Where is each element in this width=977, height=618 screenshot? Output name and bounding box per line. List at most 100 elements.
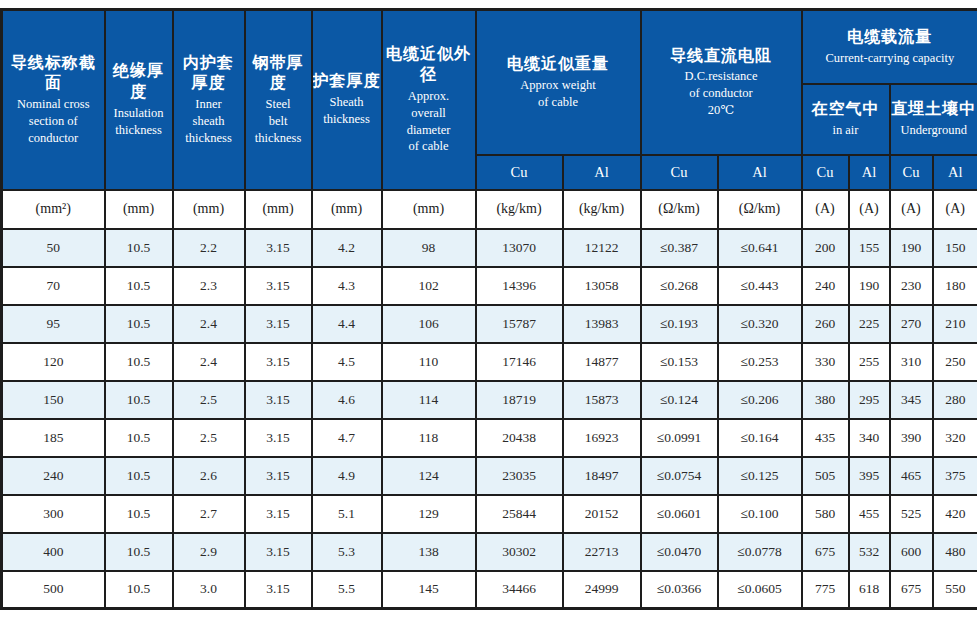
cell: 380 [802, 381, 849, 419]
cell: 18719 [476, 381, 563, 419]
cell: 3.15 [245, 457, 312, 495]
cell: 20152 [563, 495, 641, 533]
unit-cell: (mm²) [2, 190, 105, 229]
subgroup-header-en: Underground [891, 122, 977, 139]
unit-cell: (Ω/km) [718, 190, 802, 229]
cell: 505 [802, 457, 849, 495]
group-header-weight: 电缆近似重量Approx weight of cable [476, 10, 641, 155]
cell: 50 [2, 229, 105, 267]
cell: ≤0.0470 [641, 533, 718, 571]
cell: 2.5 [173, 419, 245, 457]
group-header-zh: 导线直流电阻 [642, 46, 801, 67]
cell: 2.9 [173, 533, 245, 571]
cell: 480 [933, 533, 977, 571]
unit-cell: (A) [890, 190, 933, 229]
col-header-insulation-thickness: 绝缘厚度Insulation thickness [105, 10, 173, 190]
unit-cell: (A) [933, 190, 977, 229]
col-header-sheath-thickness: 护套厚度Sheath thickness [312, 10, 382, 190]
cable-spec-table: 导线标称截面Nominal cross section of conductor… [0, 8, 977, 610]
cell: ≤0.0778 [718, 533, 802, 571]
cell: ≤0.320 [718, 305, 802, 343]
cell: 185 [2, 419, 105, 457]
cell: 2.7 [173, 495, 245, 533]
group-header-capacity: 电缆载流量Current-carrying capacity [802, 10, 977, 84]
cell: ≤0.0605 [718, 571, 802, 609]
cell: 3.15 [245, 571, 312, 609]
cell: 110 [382, 343, 476, 381]
cell: 34466 [476, 571, 563, 609]
cell: 10.5 [105, 419, 173, 457]
cell: 295 [849, 381, 890, 419]
group-header-zh: 电缆载流量 [803, 27, 977, 48]
subgroup-header-underground: 直埋土壤中Underground [890, 84, 977, 155]
cell: 17146 [476, 343, 563, 381]
col-header-en: Approx. overall diameter of cable [383, 88, 475, 156]
col-header-inner-sheath-thickness: 内护套 厚度Inner sheath thickness [173, 10, 245, 190]
cell: 4.4 [312, 305, 382, 343]
table-row: 30010.52.73.155.11292584420152≤0.0601≤0.… [2, 495, 977, 533]
cell: 14396 [476, 267, 563, 305]
cell: 25844 [476, 495, 563, 533]
cell: ≤0.641 [718, 229, 802, 267]
cell: 150 [2, 381, 105, 419]
group-header-en: D.C.resistance of conductor 20℃ [642, 68, 801, 119]
cell: ≤0.206 [718, 381, 802, 419]
col-header-en: Nominal cross section of conductor [3, 96, 104, 147]
cell: 5.3 [312, 533, 382, 571]
cell: 310 [890, 343, 933, 381]
group-header-en: Approx weight of cable [477, 77, 640, 111]
group-header-zh: 电缆近似重量 [477, 54, 640, 75]
table-row: 40010.52.93.155.31383030222713≤0.0470≤0.… [2, 533, 977, 571]
cell: 580 [802, 495, 849, 533]
cell: 4.5 [312, 343, 382, 381]
cell: 260 [802, 305, 849, 343]
cell: 340 [849, 419, 890, 457]
cell: 2.4 [173, 305, 245, 343]
cell: ≤0.0754 [641, 457, 718, 495]
cell: 400 [2, 533, 105, 571]
cell: 5.1 [312, 495, 382, 533]
unit-cell: (mm) [312, 190, 382, 229]
cell: 675 [890, 571, 933, 609]
cell: 190 [849, 267, 890, 305]
cell: 10.5 [105, 267, 173, 305]
unit-cell: (A) [802, 190, 849, 229]
unit-cell: (mm) [173, 190, 245, 229]
cell: 210 [933, 305, 977, 343]
subgroup-header-en: in air [803, 122, 889, 139]
cell: 775 [802, 571, 849, 609]
cell: 20438 [476, 419, 563, 457]
unit-cell: (Ω/km) [641, 190, 718, 229]
cell: 4.7 [312, 419, 382, 457]
cell: 525 [890, 495, 933, 533]
material-header: Cu [890, 155, 933, 190]
cell: 3.15 [245, 343, 312, 381]
cell: 465 [890, 457, 933, 495]
cell: 3.0 [173, 571, 245, 609]
cell: 120 [2, 343, 105, 381]
cell: 2.5 [173, 381, 245, 419]
cell: 10.5 [105, 457, 173, 495]
cell: 24999 [563, 571, 641, 609]
cell: 320 [933, 419, 977, 457]
cell: 3.15 [245, 419, 312, 457]
cell: 102 [382, 267, 476, 305]
cell: 300 [2, 495, 105, 533]
table-row: 15010.52.53.154.61141871915873≤0.124≤0.2… [2, 381, 977, 419]
cell: 14877 [563, 343, 641, 381]
cell: ≤0.268 [641, 267, 718, 305]
cell: 145 [382, 571, 476, 609]
cell: 255 [849, 343, 890, 381]
cell: ≤0.164 [718, 419, 802, 457]
cell: 3.15 [245, 495, 312, 533]
cell: ≤0.0601 [641, 495, 718, 533]
material-header: Al [718, 155, 802, 190]
cell: 532 [849, 533, 890, 571]
material-header: Al [849, 155, 890, 190]
table-row: 9510.52.43.154.41061578713983≤0.193≤0.32… [2, 305, 977, 343]
table-row: 12010.52.43.154.51101714614877≤0.153≤0.2… [2, 343, 977, 381]
cell: 2.3 [173, 267, 245, 305]
table-row: 24010.52.63.154.91242303518497≤0.0754≤0.… [2, 457, 977, 495]
cell: 10.5 [105, 571, 173, 609]
cell: ≤0.193 [641, 305, 718, 343]
